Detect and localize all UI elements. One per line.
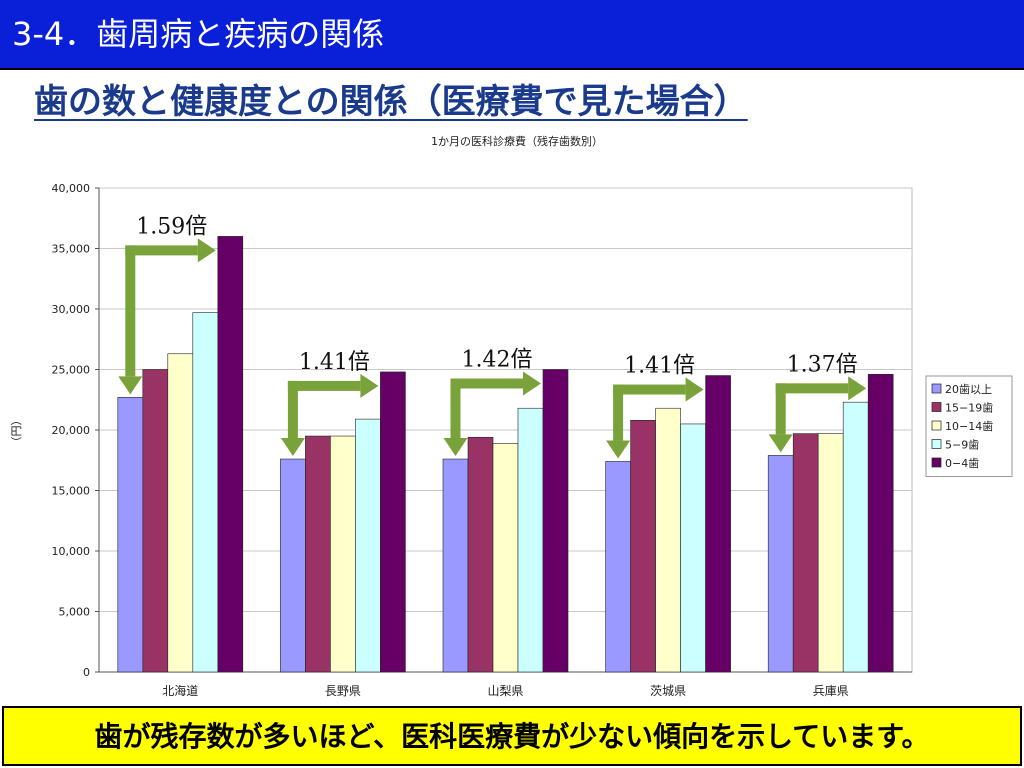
arrow-head-down: [606, 440, 631, 459]
bar: [280, 458, 306, 673]
slide-heading: 歯の数と健康度との関係（医療費で見た場合）: [34, 82, 748, 122]
ratio-annotation: 1.42倍: [462, 348, 533, 373]
title-bar: 3-4．歯周病と疾病の関係: [0, 0, 1024, 70]
bar: [655, 407, 681, 673]
arrow-shaft-vertical: [613, 384, 624, 441]
footer-box: 歯が残存数が多いほど、医科医療費が少ない傾向を示しています。: [2, 706, 1022, 766]
ratio-annotation: 1.37倍: [787, 352, 858, 377]
y-axis-label: （円）: [10, 415, 23, 448]
ratio-annotation: 1.41倍: [299, 350, 370, 375]
ratio-annotation: 1.59倍: [136, 214, 207, 239]
x-tick-label: 長野県: [325, 684, 361, 698]
y-tick-label: 20,000: [52, 424, 91, 437]
legend-label: 5−9歯: [945, 439, 979, 452]
bar: [442, 458, 469, 673]
bar: [542, 369, 569, 673]
y-tick-label: 30,000: [52, 303, 91, 316]
y-tick-label: 15,000: [52, 485, 91, 498]
bar: [680, 423, 706, 673]
bar: [842, 401, 869, 673]
ratio-annotation: 1.41倍: [624, 354, 695, 379]
x-tick-label: 茨城県: [650, 684, 686, 698]
arrow-shaft-vertical: [125, 245, 136, 377]
bar: [767, 455, 794, 673]
arrow-head-right: [360, 373, 379, 398]
bar: [380, 371, 406, 673]
y-tick-label: 25,000: [52, 364, 91, 377]
legend-label: 15−19歯: [945, 402, 993, 415]
bar: [605, 461, 631, 673]
arrow-head-down: [118, 376, 143, 395]
x-tick-label: 北海道: [162, 683, 198, 698]
bar: [792, 433, 819, 673]
arrow-head-right: [848, 376, 867, 401]
x-tick-label: 兵庫県: [813, 684, 849, 698]
bar: [492, 443, 519, 673]
legend-swatch: [931, 420, 942, 431]
arrow-shaft-vertical: [287, 380, 298, 439]
bar: [630, 420, 656, 673]
legend-label: 20歯以上: [945, 383, 992, 396]
bar: [217, 236, 244, 673]
y-tick-label: 10,000: [52, 545, 91, 558]
arrow-shaft-horizontal: [287, 380, 361, 391]
bar: [192, 312, 219, 673]
bar: [167, 353, 194, 673]
arrow-shaft-vertical: [450, 378, 461, 439]
arrow-head-down: [768, 434, 793, 453]
bar: [142, 369, 169, 673]
bar: [517, 407, 544, 673]
legend-label: 0−4歯: [945, 457, 979, 470]
y-tick-label: 0: [83, 666, 90, 679]
arrow-head-down: [443, 438, 468, 457]
arrow-head-right: [685, 377, 704, 402]
slide-title: 3-4．歯周病と疾病の関係: [12, 15, 385, 53]
legend-label: 10−14歯: [945, 420, 993, 433]
bar: [867, 374, 894, 673]
bar: [817, 433, 844, 673]
bar: [467, 436, 494, 673]
bar-chart: 0 5,000 10,000 15,000 20,000 25,000 30,000 35,0…: [10, 182, 1013, 698]
footer-text: 歯が残存数が多いほど、医科医療費が少ない傾向を示しています。: [94, 720, 930, 753]
bar: [117, 397, 144, 673]
bar: [305, 435, 331, 673]
arrow-head-down: [280, 438, 305, 457]
y-tick-label: 40,000: [52, 182, 91, 195]
chart-title: 1か月の医科診療費（残存歯数別）: [431, 135, 603, 148]
arrow-shaft-vertical: [775, 383, 786, 435]
legend-swatch: [931, 402, 942, 412]
bar: [705, 375, 731, 673]
legend-swatch: [931, 457, 942, 468]
legend-swatch: [931, 439, 942, 449]
y-tick-label: 35,000: [52, 243, 91, 256]
bar: [355, 418, 381, 673]
x-tick-label: 山梨県: [487, 684, 523, 698]
arrow-head-right: [197, 238, 216, 263]
bar: [330, 435, 356, 673]
arrow-head-right: [523, 371, 541, 396]
arrow-shaft-horizontal: [775, 383, 849, 394]
y-tick-label: 5,000: [59, 606, 91, 619]
arrow-shaft-horizontal: [450, 378, 523, 389]
legend-swatch: [931, 383, 942, 394]
arrow-shaft-horizontal: [613, 384, 686, 395]
arrow-shaft-horizontal: [125, 245, 198, 256]
